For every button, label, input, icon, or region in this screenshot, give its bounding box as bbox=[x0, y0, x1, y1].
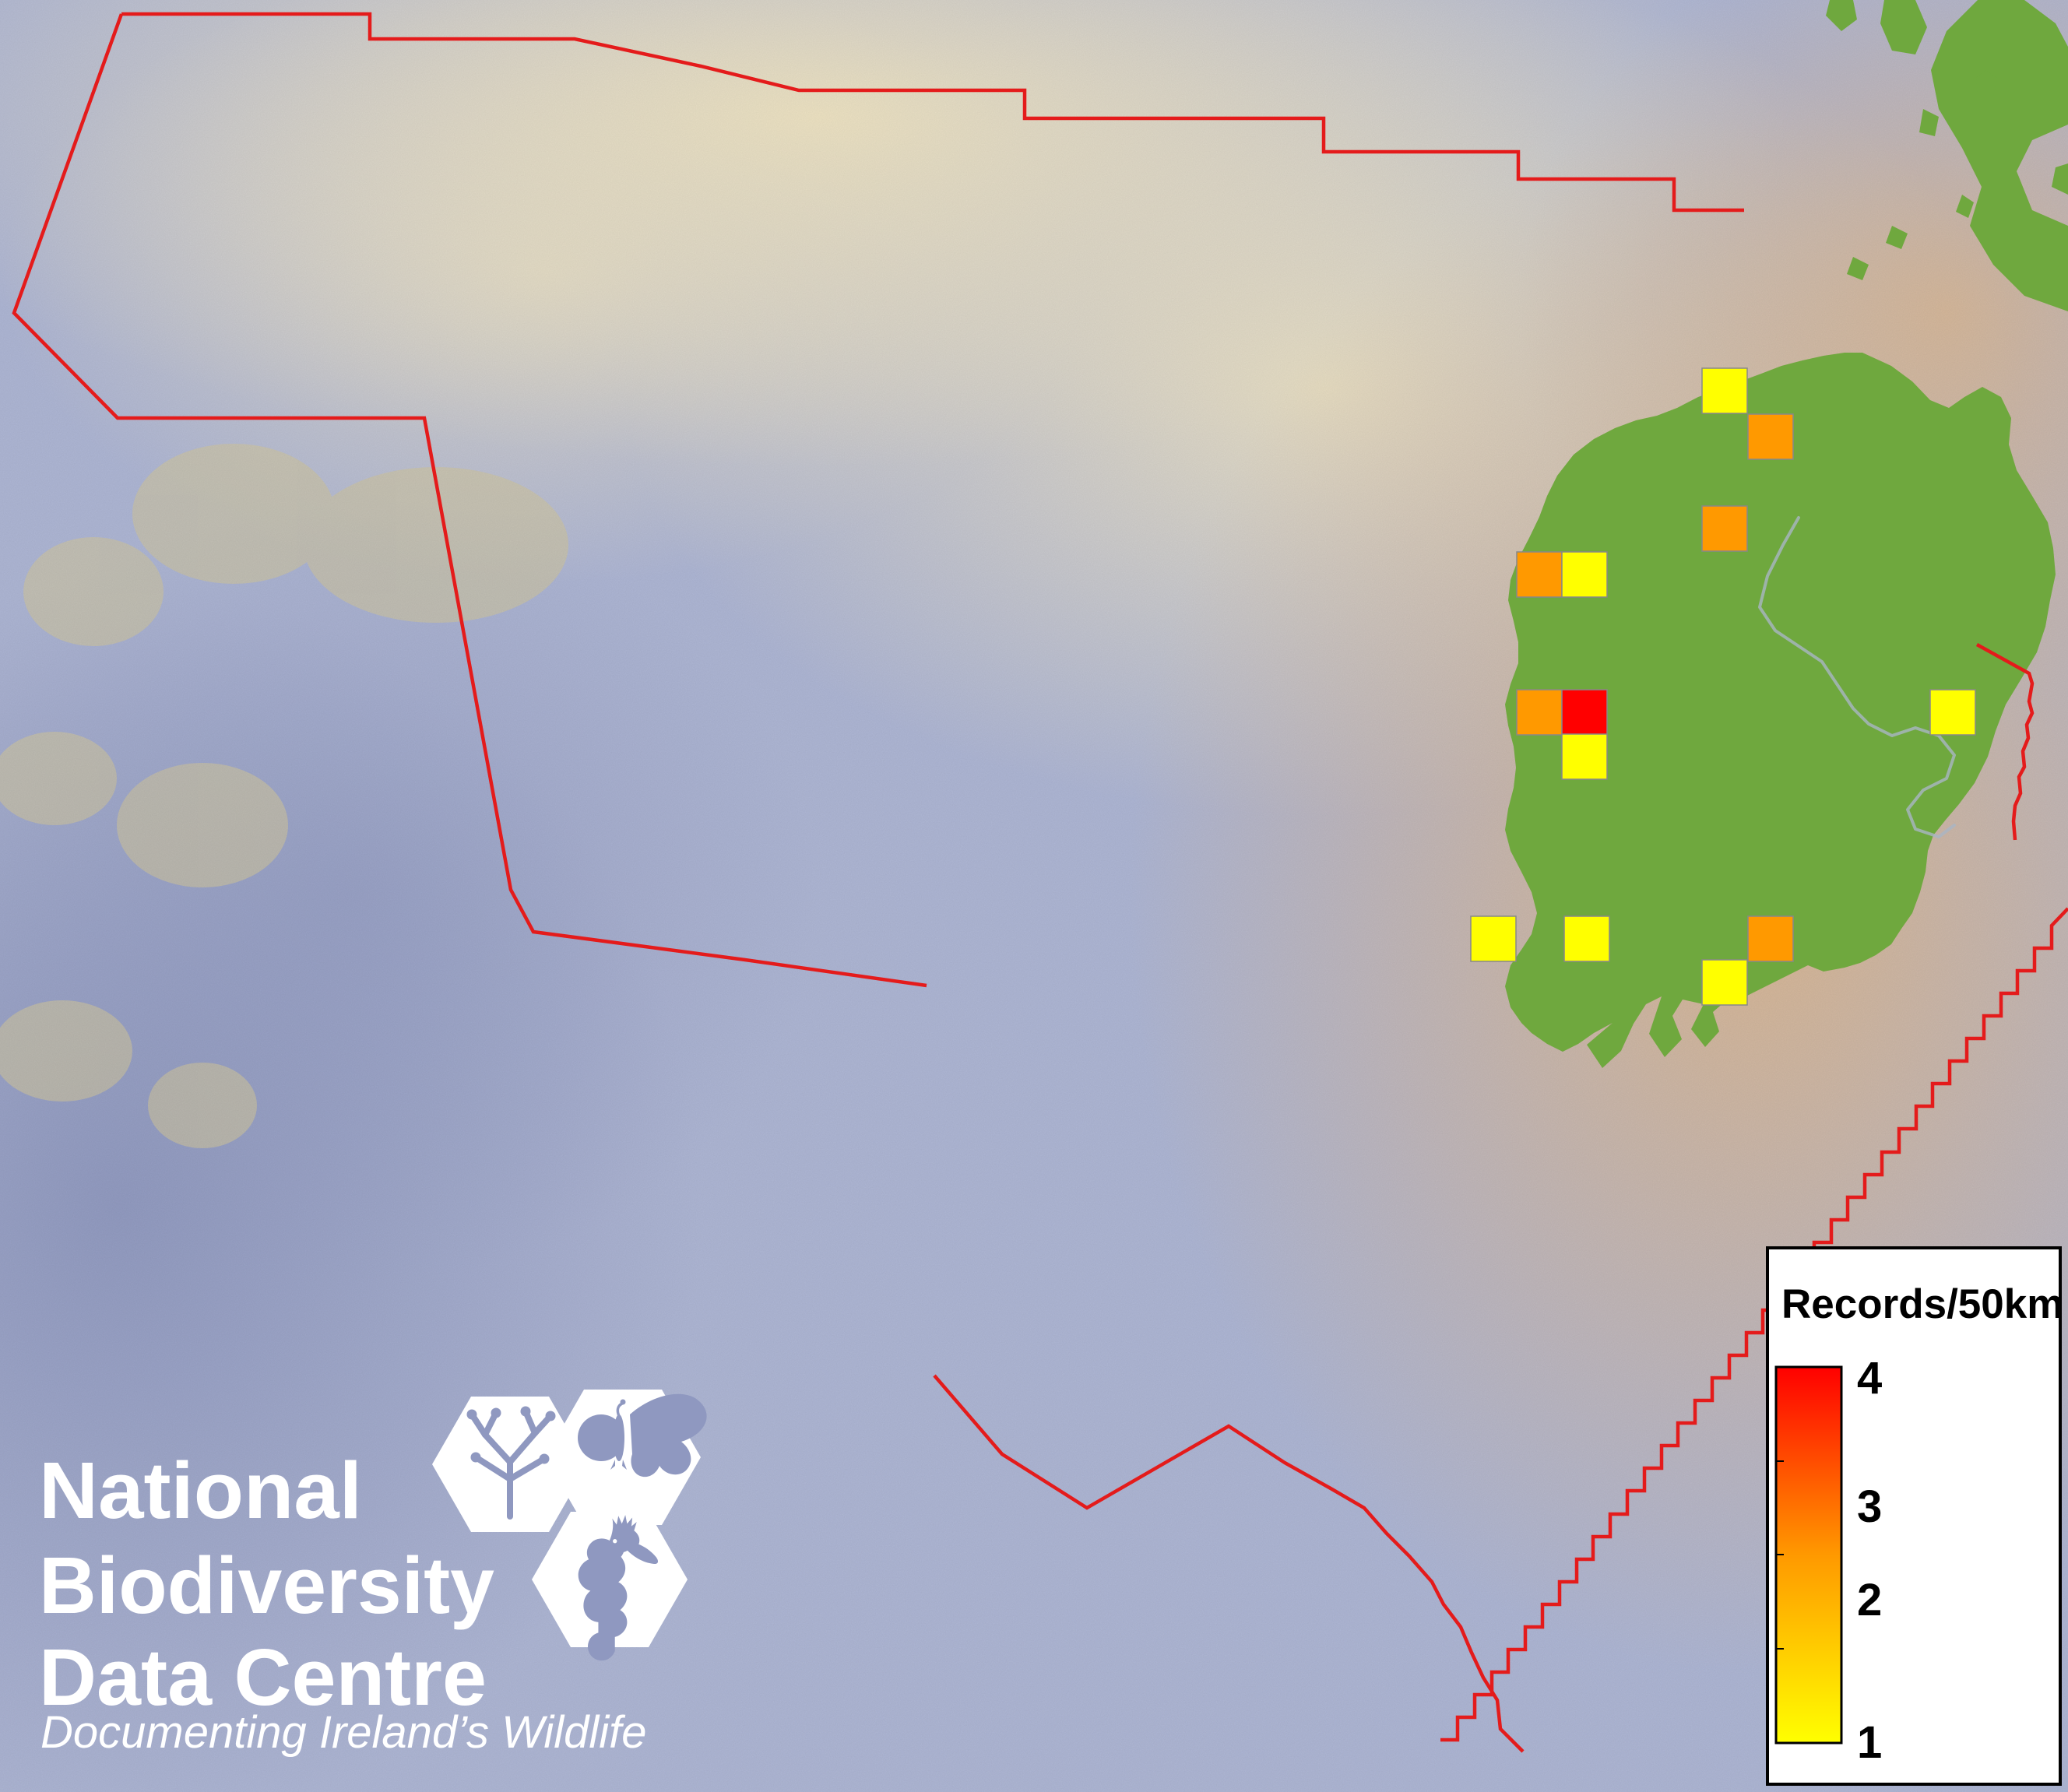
svg-text:4: 4 bbox=[1857, 1353, 1882, 1404]
svg-text:3: 3 bbox=[1857, 1481, 1882, 1532]
svg-text:1: 1 bbox=[1857, 1717, 1882, 1768]
svg-text:2: 2 bbox=[1857, 1575, 1882, 1625]
svg-text:National: National bbox=[39, 1446, 362, 1535]
svg-text:Biodiversity: Biodiversity bbox=[39, 1541, 494, 1630]
svg-text:Documenting Ireland’s Wildlife: Documenting Ireland’s Wildlife bbox=[40, 1707, 647, 1758]
svg-text:Records/50km: Records/50km bbox=[1781, 1281, 2063, 1327]
